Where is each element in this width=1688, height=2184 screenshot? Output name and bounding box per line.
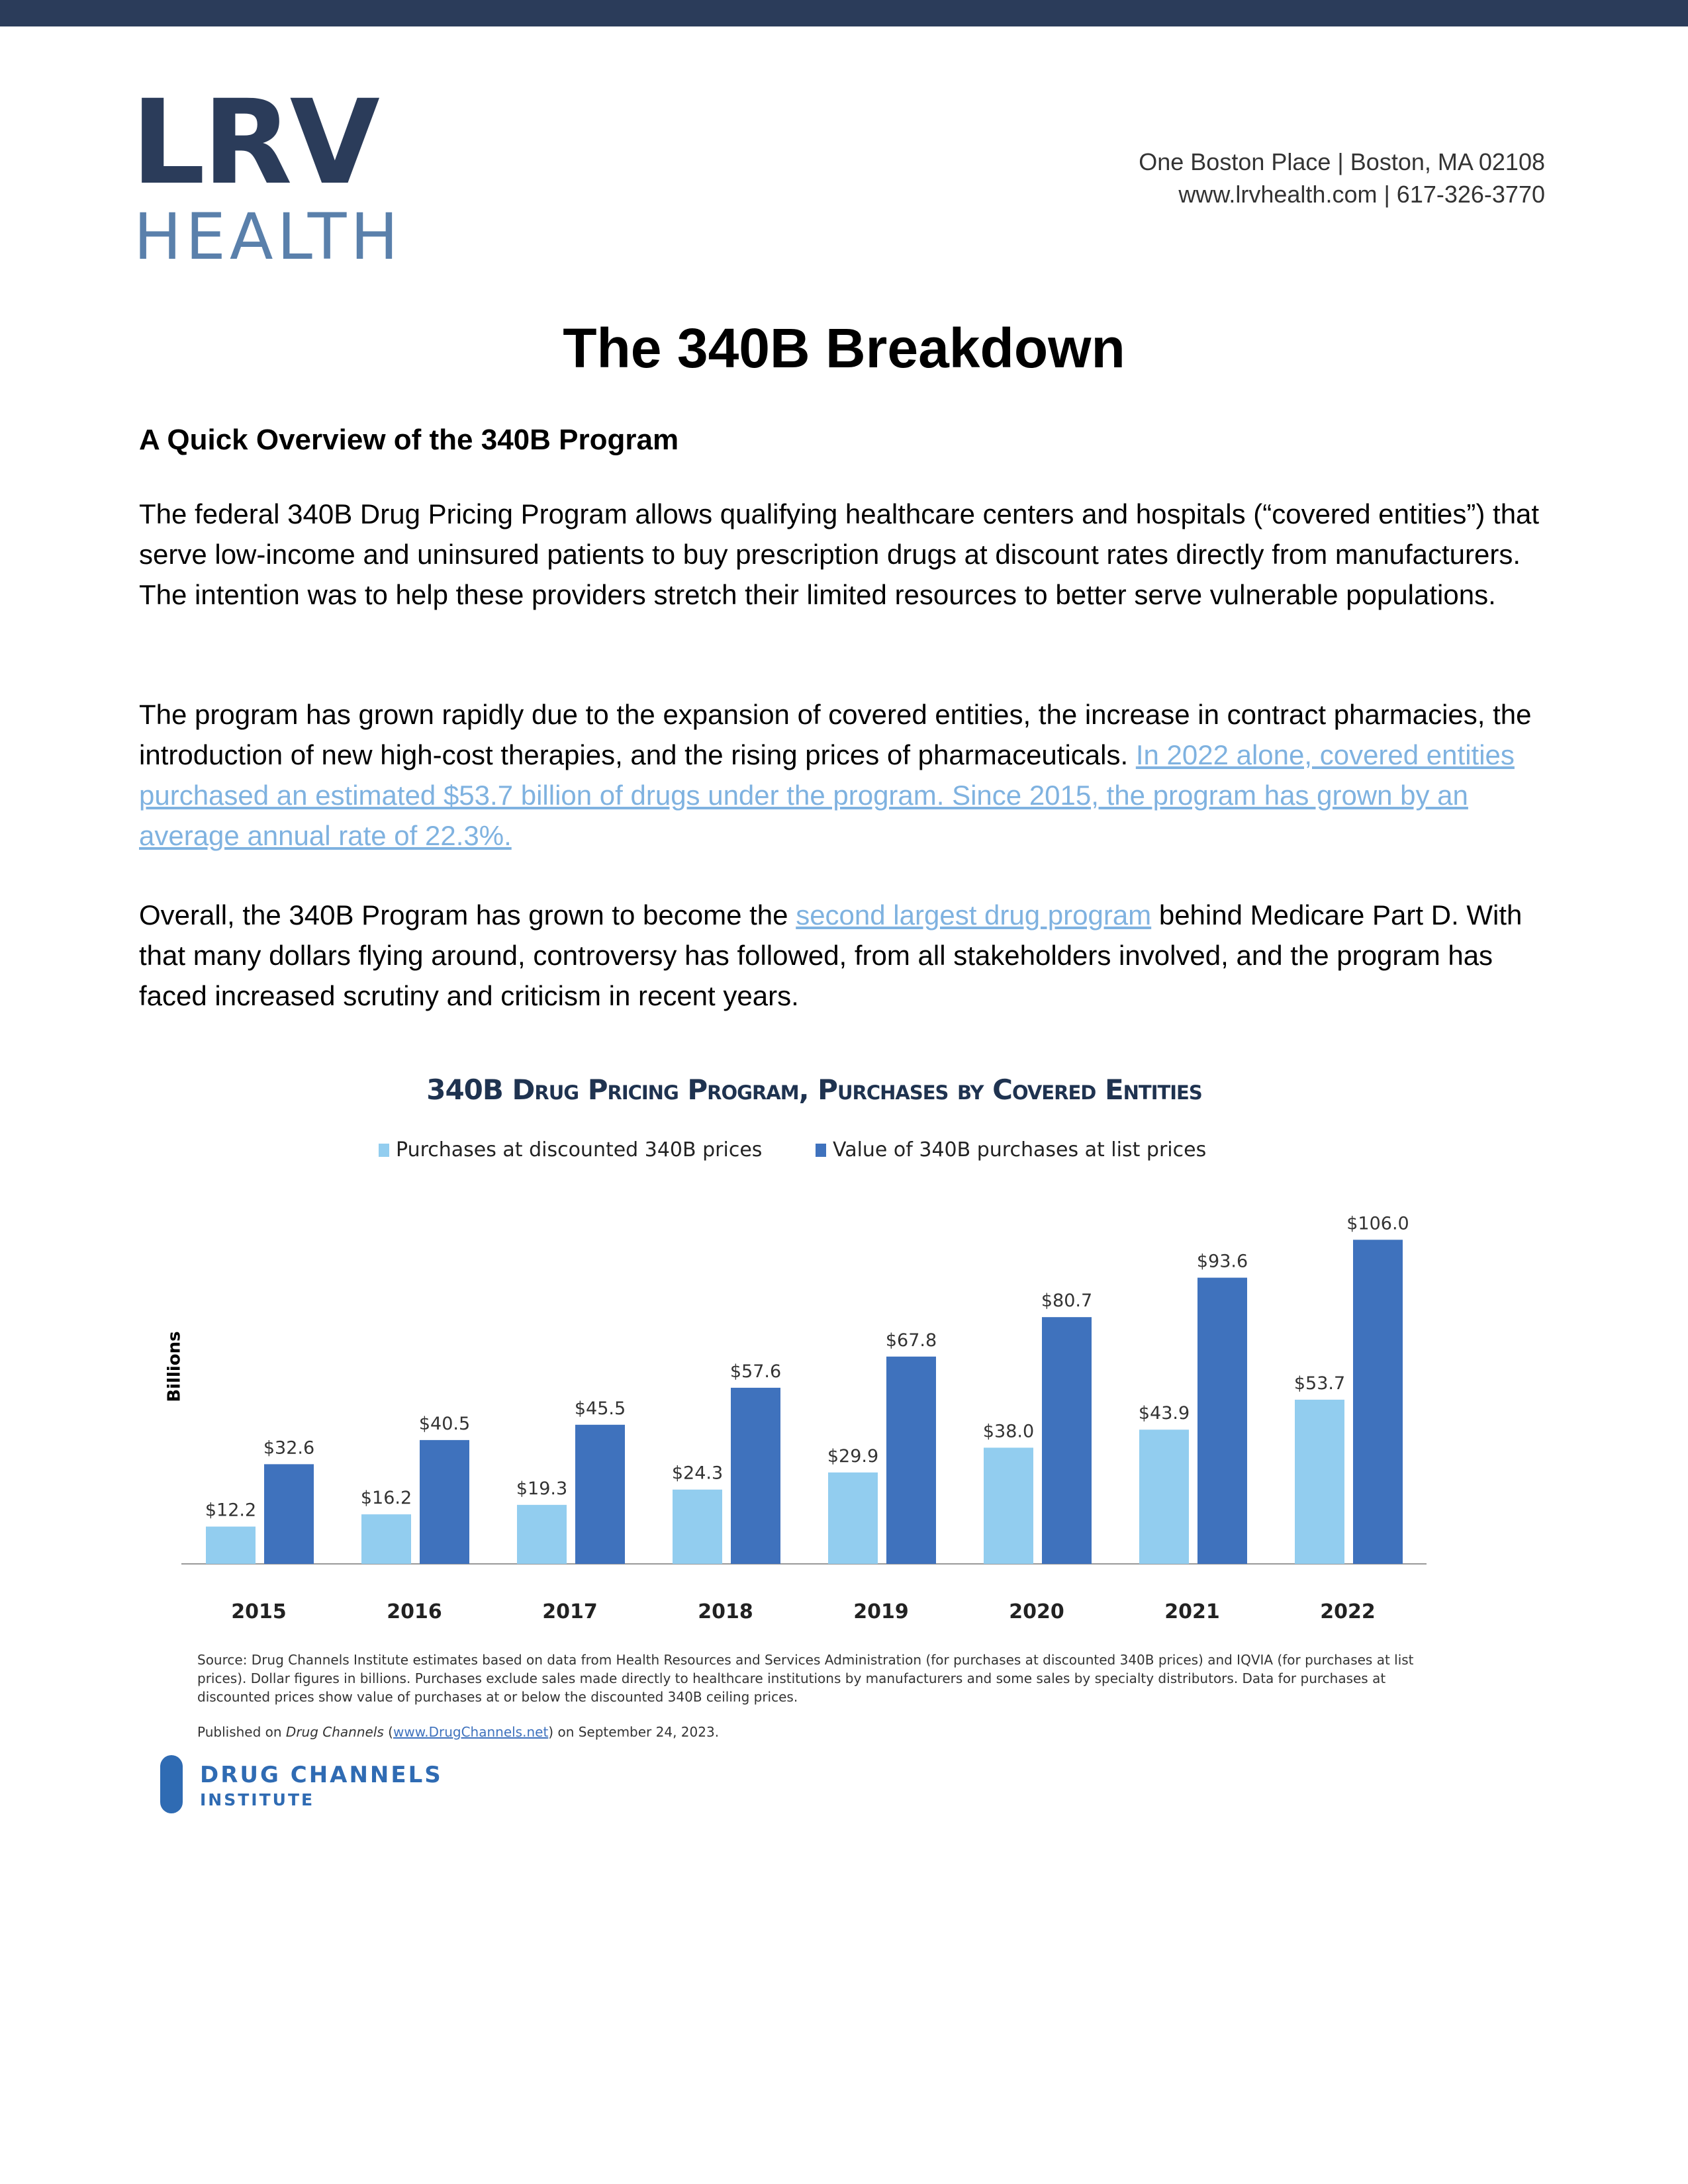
drugchannels-link[interactable]: www.DrugChannels.net xyxy=(393,1724,549,1740)
bar-list-2017 xyxy=(575,1424,625,1564)
legend-swatch xyxy=(816,1143,826,1157)
lrv-logo: LRV xyxy=(131,75,380,210)
data-label: $38.0 xyxy=(983,1421,1034,1441)
legend-label: Purchases at discounted 340B prices xyxy=(396,1138,763,1161)
legend-label: Value of 340B purchases at list prices xyxy=(833,1138,1207,1161)
data-label: $93.6 xyxy=(1197,1251,1248,1272)
paragraph-3-text: Overall, the 340B Program has grown to b… xyxy=(139,899,796,931)
paragraph-3-text-end: behind Medicare Part D. With that many d… xyxy=(139,899,1523,1011)
bar-discounted-2019 xyxy=(828,1472,878,1564)
section-heading: A Quick Overview of the 340B Program xyxy=(139,424,679,456)
drug-channels-logo: DRUG CHANNELS xyxy=(200,1762,443,1788)
x-tick-label: 2018 xyxy=(698,1600,753,1623)
published-source: Drug Channels xyxy=(285,1724,384,1740)
top-banner xyxy=(0,0,1688,26)
chart-source: Source: Drug Channels Institute estimate… xyxy=(197,1652,1414,1705)
paragraph-3: Overall, the 340B Program has grown to b… xyxy=(139,895,1556,1016)
data-label: $57.6 xyxy=(730,1361,781,1382)
published-date: on September 24, 2023. xyxy=(553,1724,720,1740)
bar-discounted-2015 xyxy=(206,1526,256,1564)
data-label: $16.2 xyxy=(361,1488,412,1508)
bar-list-2015 xyxy=(264,1464,314,1564)
drug-channels-logo-sub: INSTITUTE xyxy=(200,1790,315,1809)
data-label: $45.5 xyxy=(575,1398,626,1419)
bar-discounted-2018 xyxy=(673,1489,722,1564)
second-largest-program-link[interactable]: second largest drug program xyxy=(796,899,1152,931)
data-label: $53.7 xyxy=(1294,1373,1345,1394)
x-tick-label: 2016 xyxy=(387,1600,442,1623)
paragraph-1: The federal 340B Drug Pricing Program al… xyxy=(139,498,1540,610)
bar-list-2020 xyxy=(1042,1317,1092,1564)
published-prefix: Published on xyxy=(197,1724,286,1740)
data-label: $19.3 xyxy=(516,1479,567,1499)
address: One Boston Place | Boston, MA 02108 xyxy=(1139,148,1545,175)
bar-list-2019 xyxy=(886,1356,936,1564)
drug-channels-capsule-icon xyxy=(160,1755,183,1813)
legend-swatch xyxy=(379,1143,389,1157)
contact-info: www.lrvhealth.com | 617-326-3770 xyxy=(1178,181,1545,208)
data-label: $40.5 xyxy=(419,1414,470,1434)
bar-list-2018 xyxy=(731,1387,780,1564)
data-label: $80.7 xyxy=(1041,1291,1092,1311)
bar-discounted-2022 xyxy=(1295,1399,1344,1564)
bar-discounted-2020 xyxy=(984,1447,1033,1564)
bar-list-2022 xyxy=(1353,1240,1403,1564)
bar-chart: $12.2 $32.6 2015 $16.2 $40.5 2016 $19.3 $45.5 20… xyxy=(181,1213,1427,1623)
legend-item-discounted: Purchases at discounted 340B prices xyxy=(379,1138,762,1161)
data-label: $29.9 xyxy=(827,1446,878,1467)
legend-item-list: Value of 340B purchases at list prices xyxy=(816,1138,1206,1161)
x-tick-label: 2019 xyxy=(853,1600,909,1623)
page-title: The 340B Breakdown xyxy=(563,317,1125,379)
data-label: $32.6 xyxy=(263,1437,314,1458)
x-tick-label: 2020 xyxy=(1009,1600,1064,1623)
lrv-logo-health: HEALTH xyxy=(134,200,402,274)
x-tick-label: 2022 xyxy=(1320,1600,1376,1623)
x-tick-label: 2021 xyxy=(1164,1600,1220,1623)
bar-list-2021 xyxy=(1197,1277,1247,1564)
paragraph-2: The program has grown rapidly due to the… xyxy=(139,694,1556,856)
growth-stats-link[interactable]: In 2022 alone, covered entities purchase… xyxy=(139,739,1515,851)
data-label: $43.9 xyxy=(1139,1403,1190,1424)
data-label: $67.8 xyxy=(886,1330,937,1351)
x-tick-label: 2017 xyxy=(542,1600,598,1623)
data-label: $24.3 xyxy=(672,1463,723,1484)
bar-discounted-2017 xyxy=(517,1504,567,1564)
data-label: $12.2 xyxy=(205,1500,256,1521)
x-tick-label: 2015 xyxy=(231,1600,287,1623)
chart-published: Published on Drug Channels (www.DrugChan… xyxy=(197,1724,720,1740)
data-label: $106.0 xyxy=(1346,1213,1409,1234)
bar-list-2016 xyxy=(420,1439,469,1564)
bar-discounted-2016 xyxy=(361,1514,411,1564)
bar-discounted-2021 xyxy=(1139,1430,1189,1564)
chart-title: 340B Drug Pricing Program, Purchases by … xyxy=(426,1073,1203,1106)
paragraph-2-text: The program has grown rapidly due to the… xyxy=(139,699,1532,770)
